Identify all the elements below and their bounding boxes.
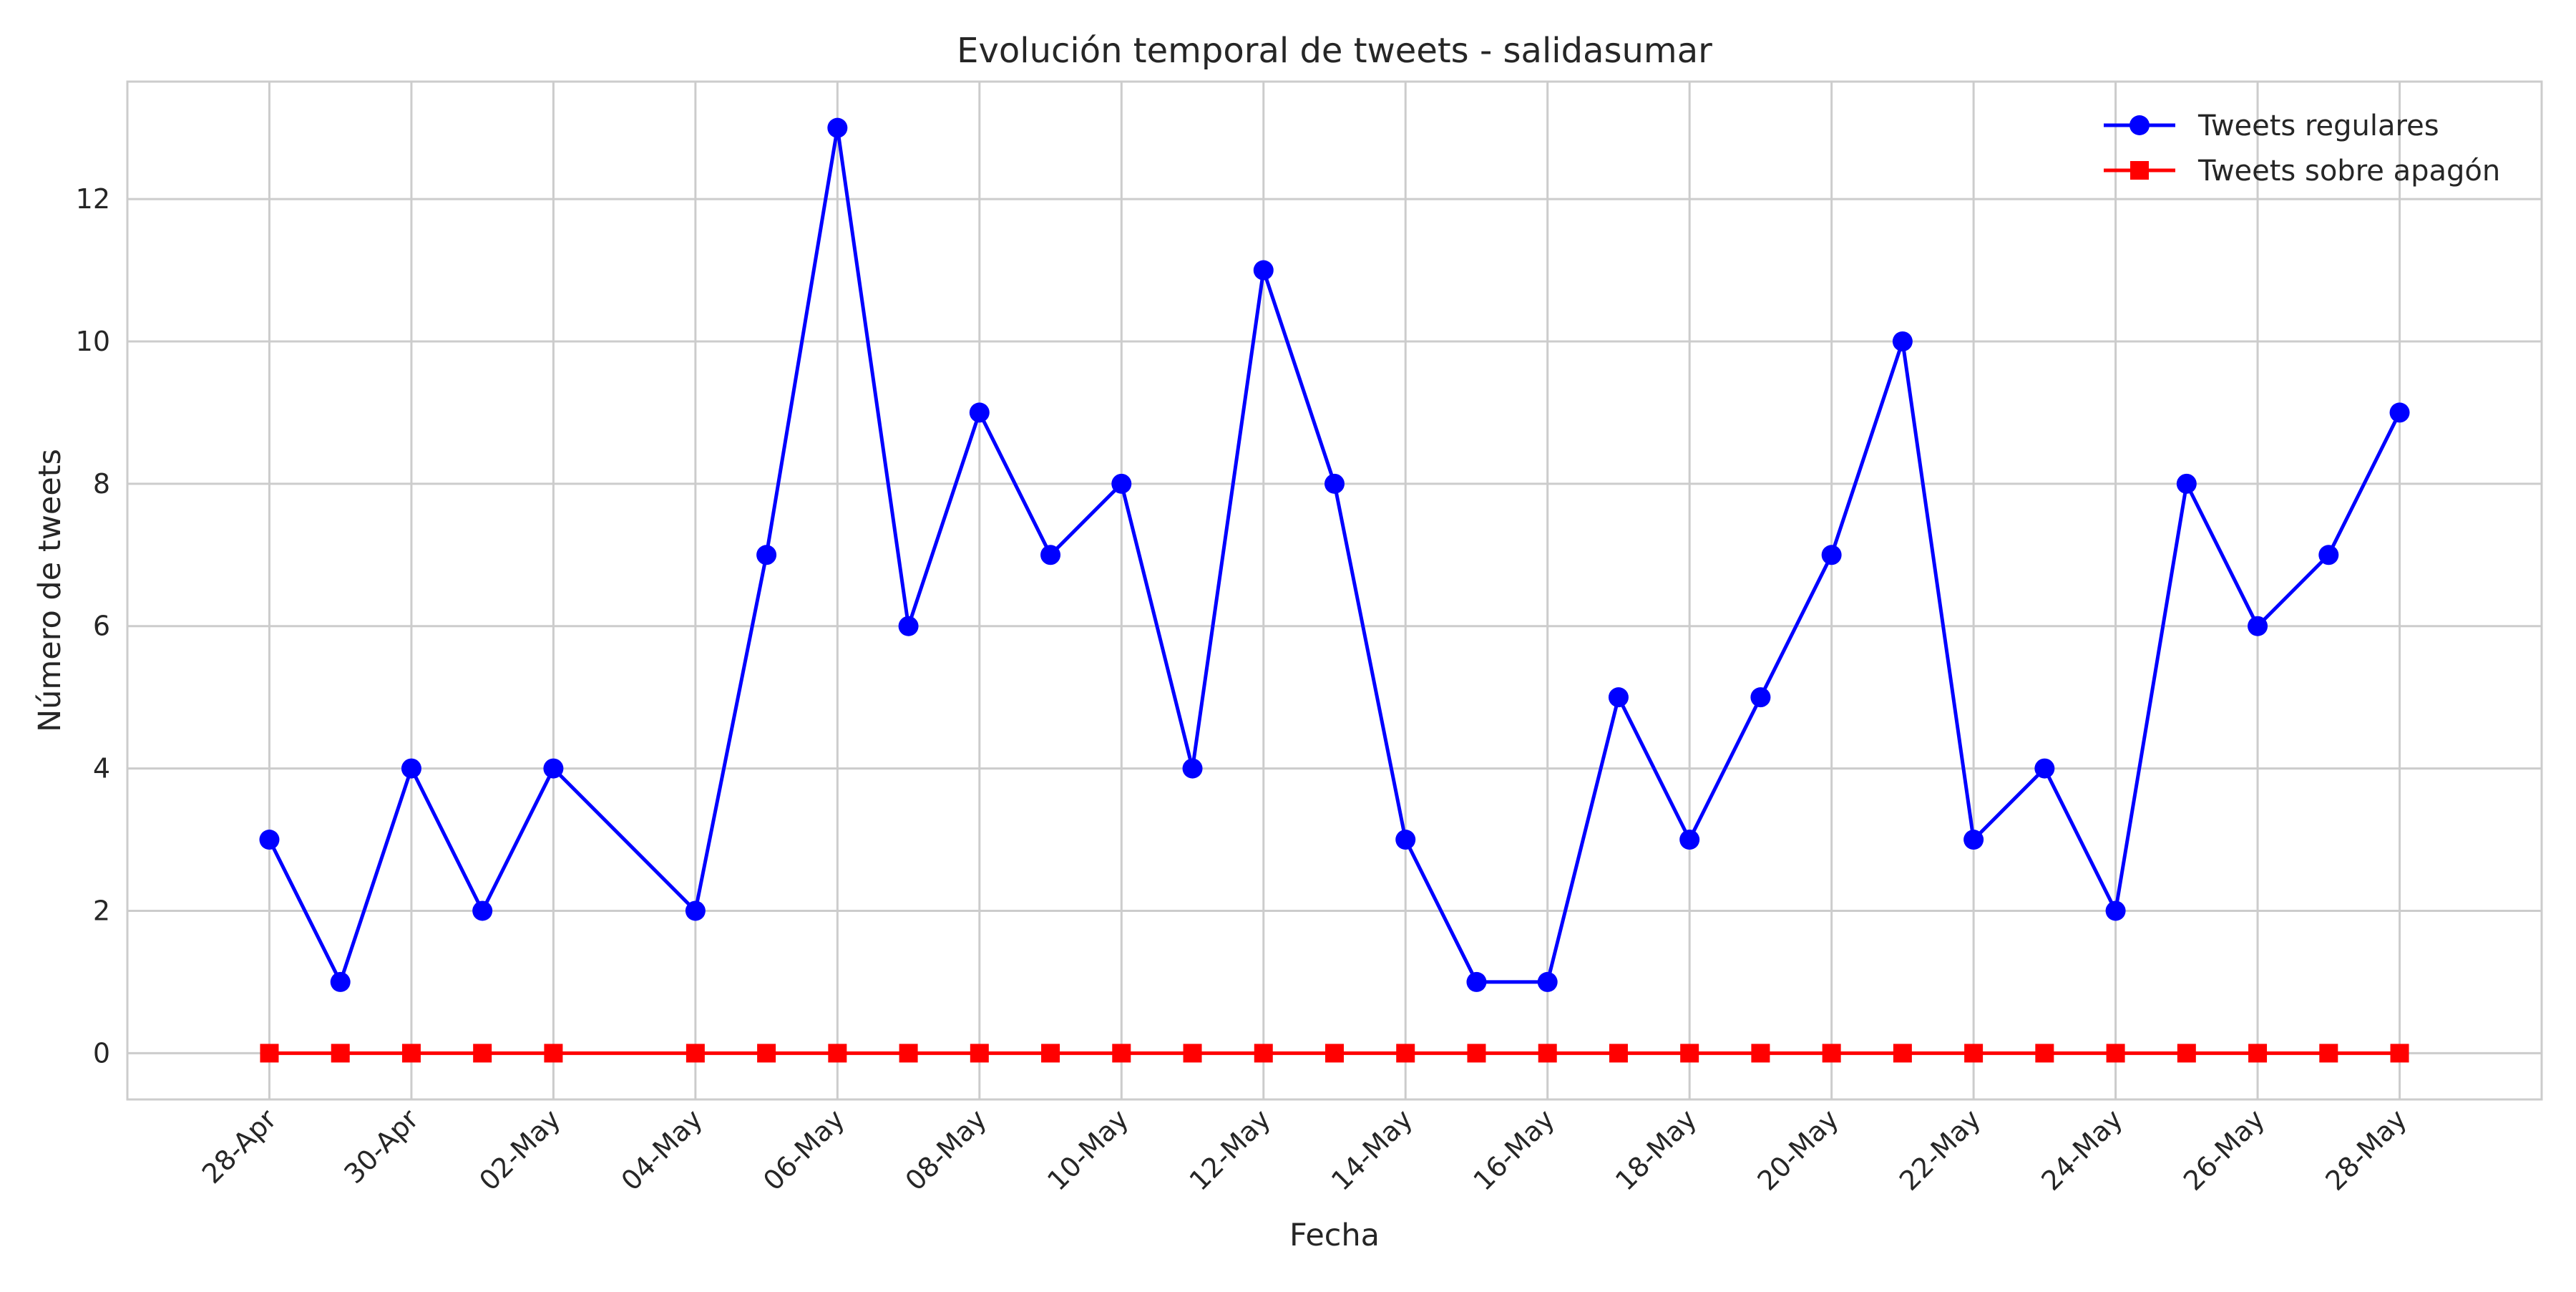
- data-point-apagon: [473, 1044, 492, 1063]
- data-point-regular: [1324, 473, 1345, 494]
- data-point-apagon: [2177, 1044, 2196, 1063]
- data-point-regular: [2389, 402, 2410, 423]
- legend: Tweets regulares Tweets sobre apagón: [2104, 110, 2500, 188]
- data-point-regular: [1040, 545, 1061, 565]
- x-tick-label: 28-Apr: [196, 1103, 283, 1190]
- data-point-apagon: [1893, 1044, 1912, 1063]
- x-tick-label: 08-May: [899, 1103, 993, 1197]
- y-tick-label: 2: [93, 895, 110, 926]
- data-point-regular: [827, 117, 848, 138]
- x-tick-label: 28-May: [2319, 1103, 2413, 1197]
- data-point-apagon: [1041, 1044, 1060, 1063]
- x-tick-label: 18-May: [1609, 1103, 1703, 1197]
- data-point-apagon: [1964, 1044, 1984, 1063]
- data-point-apagon: [1538, 1044, 1557, 1063]
- series-line-0: [268, 126, 2401, 984]
- data-point-apagon: [828, 1044, 847, 1063]
- y-tick-label: 8: [93, 468, 110, 500]
- data-point-regular: [1466, 971, 1487, 992]
- data-point-apagon: [1680, 1044, 1699, 1063]
- data-point-regular: [1182, 758, 1203, 779]
- data-point-apagon: [1822, 1044, 1841, 1063]
- legend-marker-circle: [2129, 115, 2150, 135]
- data-point-apagon: [260, 1044, 279, 1063]
- legend-marker-square: [2130, 161, 2149, 180]
- data-point-regular: [898, 616, 919, 636]
- tick-labels: 0 2 4 6 8 10 12 28-Apr 30-Apr 02-May 04-May 06-May 0…: [76, 183, 2413, 1197]
- data-point-regular: [330, 971, 351, 992]
- x-tick-label: 06-May: [757, 1103, 851, 1197]
- data-point-regular: [1892, 331, 1913, 351]
- plot-frame: [126, 80, 2543, 1101]
- y-tick-label: 12: [76, 183, 110, 215]
- data-point-regular: [2034, 758, 2055, 779]
- legend-label-regular: Tweets regulares: [2197, 110, 2439, 142]
- data-point-apagon: [1396, 1044, 1415, 1063]
- grid: [127, 82, 2542, 1099]
- y-tick-label: 10: [76, 326, 110, 357]
- data-point-regular: [2318, 545, 2339, 565]
- data-point-apagon: [1325, 1044, 1344, 1063]
- data-point-regular: [1821, 545, 1842, 565]
- x-tick-label: 22-May: [1893, 1103, 1987, 1197]
- data-point-regular: [259, 830, 280, 850]
- y-axis-label: Número de tweets: [32, 449, 68, 732]
- x-tick-label: 24-May: [2035, 1103, 2129, 1197]
- data-point-apagon: [2390, 1044, 2409, 1063]
- data-point-regular: [756, 545, 777, 565]
- x-tick-label: 16-May: [1468, 1103, 1561, 1197]
- data-point-regular: [1111, 473, 1132, 494]
- x-tick-label: 04-May: [615, 1103, 709, 1197]
- data-point-apagon: [899, 1044, 918, 1063]
- data-point-apagon: [401, 1044, 421, 1063]
- data-point-apagon: [2248, 1044, 2268, 1063]
- data-point-regular: [543, 758, 564, 779]
- x-tick-label: 12-May: [1184, 1103, 1277, 1197]
- data-point-apagon: [970, 1044, 989, 1063]
- data-point-apagon: [2035, 1044, 2054, 1063]
- data-point-apagon: [1183, 1044, 1202, 1063]
- data-point-apagon: [331, 1044, 350, 1063]
- x-tick-label: 26-May: [2177, 1103, 2271, 1197]
- data-point-regular: [472, 900, 493, 921]
- data-point-apagon: [1254, 1044, 1273, 1063]
- data-point-apagon: [1112, 1044, 1131, 1063]
- y-tick-label: 6: [93, 611, 110, 642]
- data-point-apagon: [1467, 1044, 1486, 1063]
- data-point-regular: [1395, 830, 1416, 850]
- y-tick-label: 4: [93, 753, 110, 785]
- legend-label-apagon: Tweets sobre apagón: [2197, 155, 2500, 188]
- x-tick-label: 14-May: [1325, 1103, 1419, 1197]
- x-tick-label: 10-May: [1041, 1103, 1135, 1197]
- series-layer: [259, 117, 2410, 1063]
- data-point-regular: [2176, 473, 2197, 494]
- data-point-regular: [1963, 830, 1984, 850]
- data-point-apagon: [686, 1044, 705, 1063]
- x-tick-label: 02-May: [473, 1103, 567, 1197]
- data-point-apagon: [2106, 1044, 2125, 1063]
- data-point-regular: [1679, 830, 1700, 850]
- data-point-regular: [1750, 687, 1771, 708]
- data-point-regular: [2105, 900, 2126, 921]
- data-point-apagon: [757, 1044, 776, 1063]
- x-tick-label: 30-Apr: [338, 1103, 424, 1190]
- data-point-apagon: [1609, 1044, 1628, 1063]
- data-point-regular: [969, 402, 990, 423]
- data-point-apagon: [544, 1044, 563, 1063]
- data-point-apagon: [1751, 1044, 1770, 1063]
- y-tick-label: 0: [93, 1037, 110, 1069]
- x-tick-label: 20-May: [1751, 1103, 1845, 1197]
- data-point-apagon: [2319, 1044, 2338, 1063]
- x-axis-label: Fecha: [1289, 1218, 1380, 1253]
- data-point-regular: [1253, 260, 1274, 281]
- data-point-regular: [401, 758, 421, 779]
- data-point-regular: [1608, 687, 1629, 708]
- chart-title: Evolución temporal de tweets - salidasum…: [957, 31, 1712, 71]
- data-point-regular: [1537, 971, 1558, 992]
- data-point-regular: [2248, 616, 2268, 636]
- data-point-regular: [685, 900, 706, 921]
